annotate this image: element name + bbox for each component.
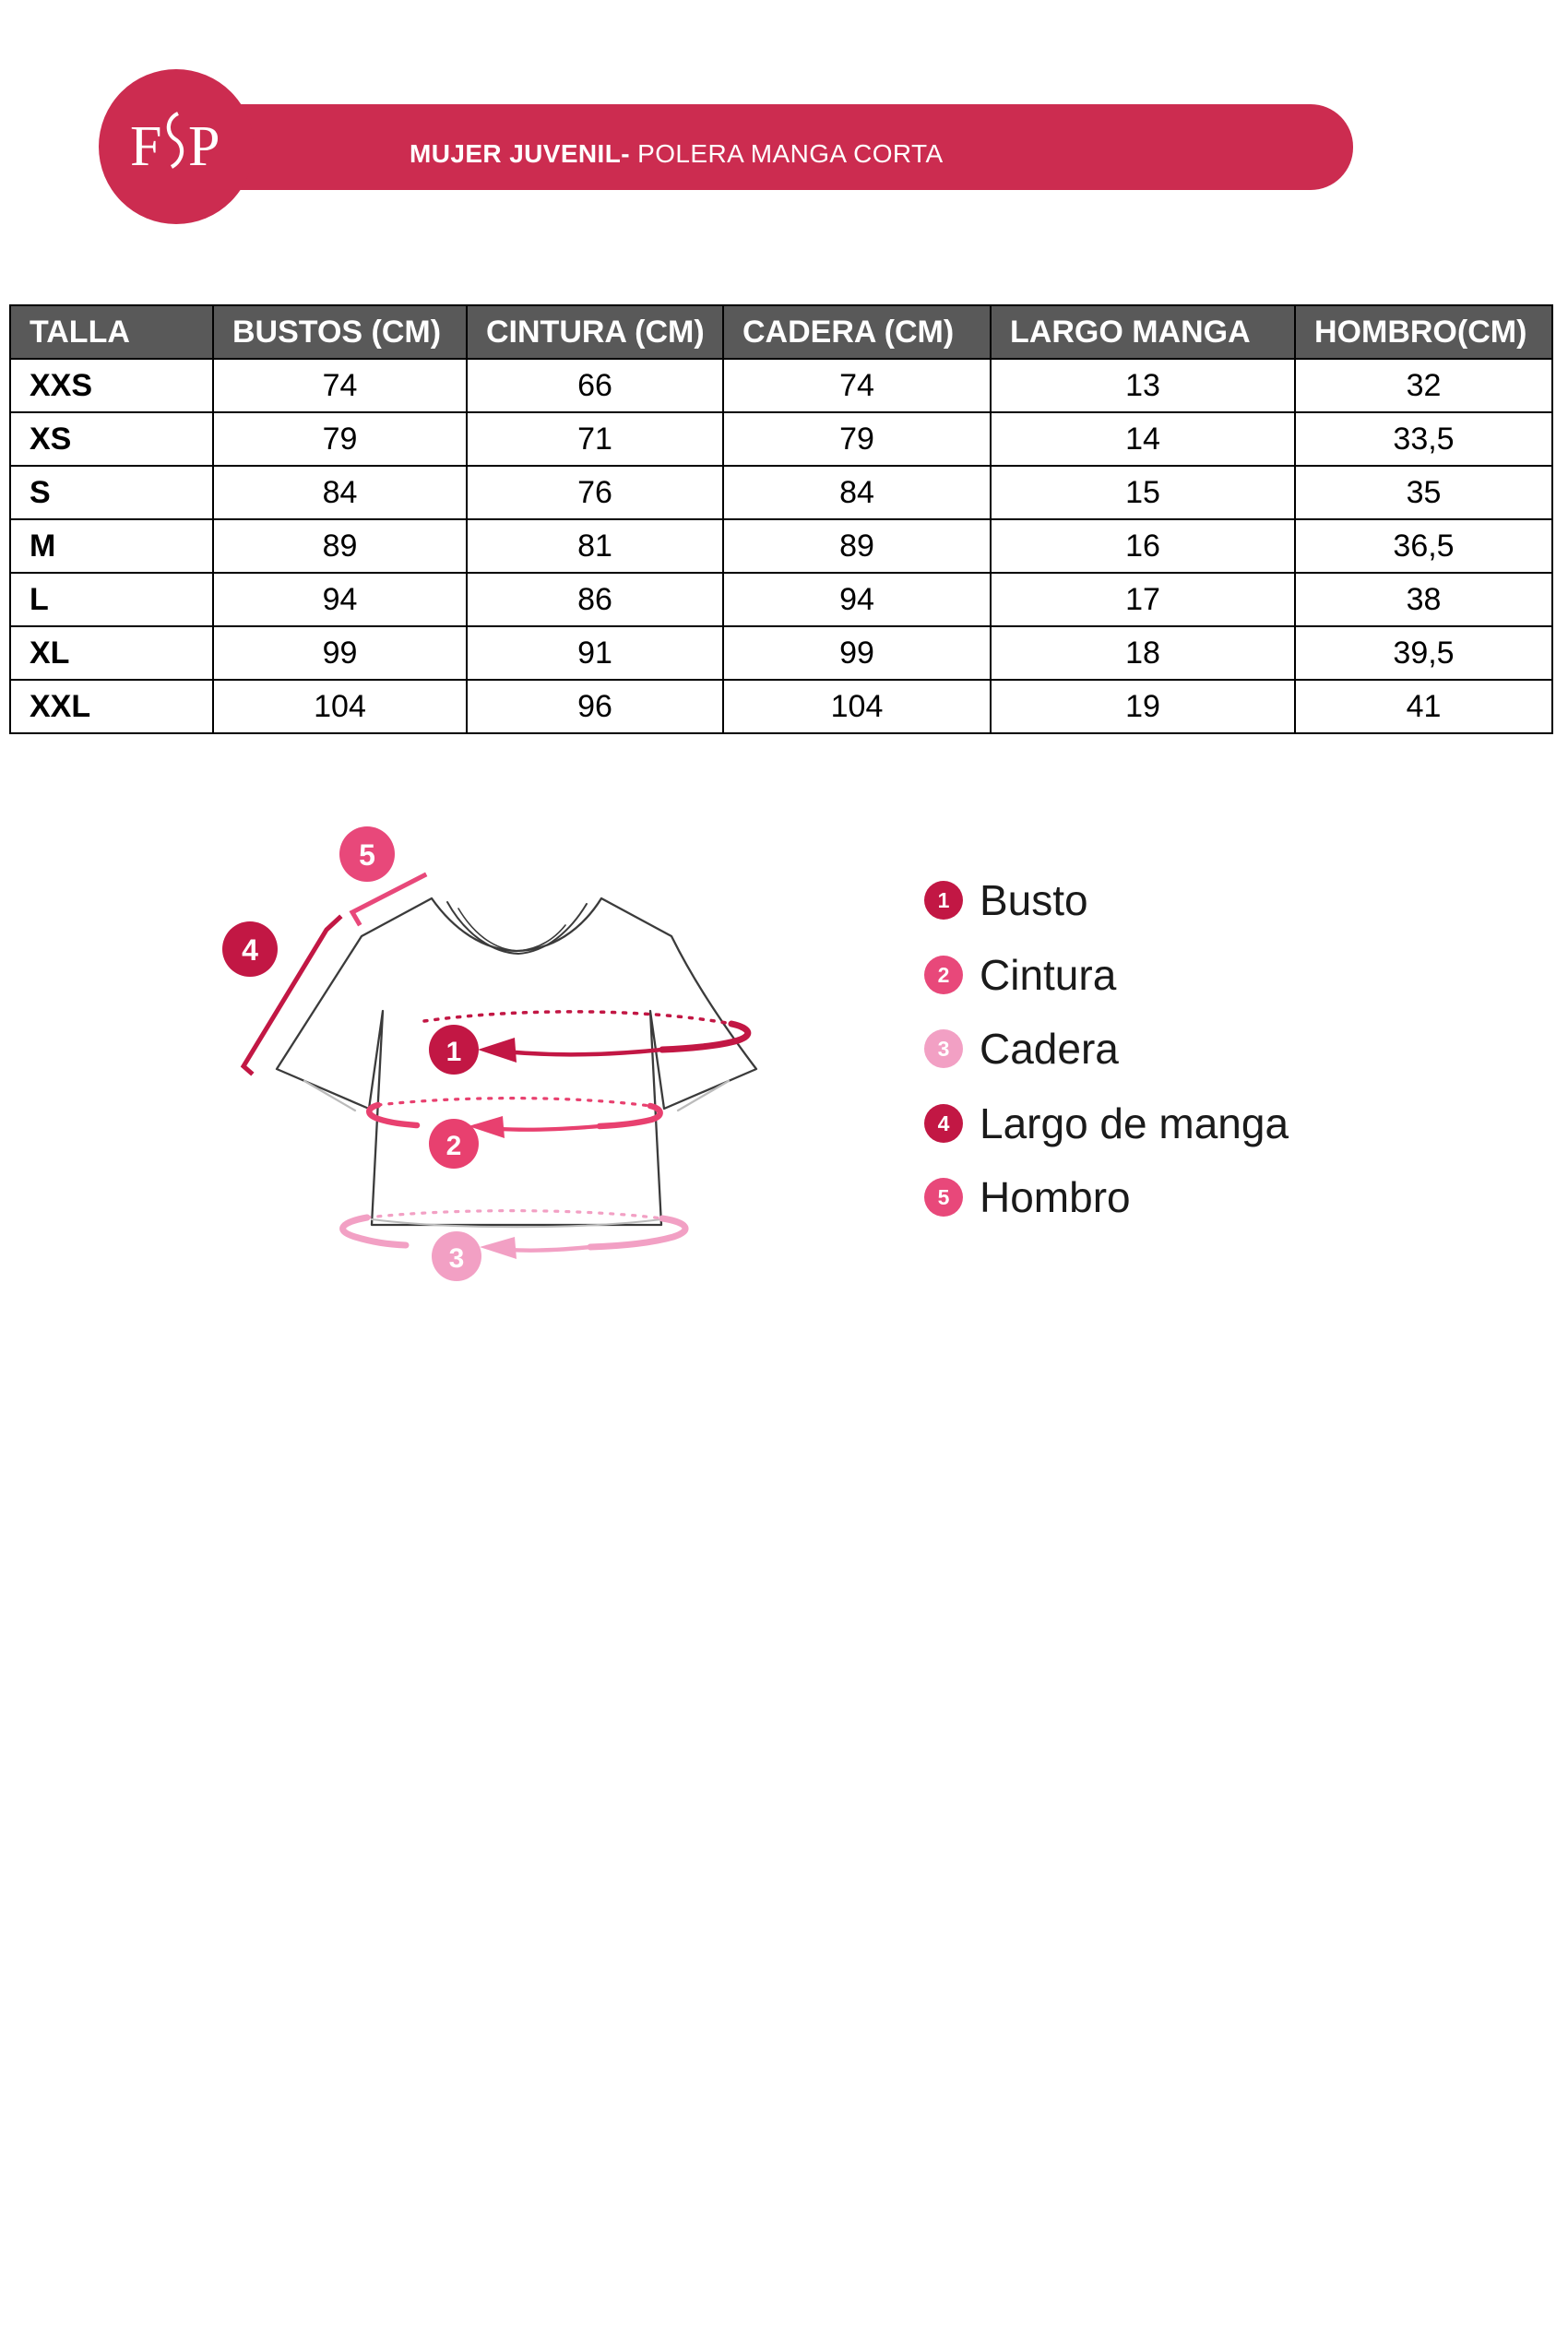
svg-text:Cintura: Cintura xyxy=(980,951,1117,999)
svg-text:Busto: Busto xyxy=(980,876,1088,924)
svg-text:4: 4 xyxy=(938,1111,950,1135)
svg-text:Hombro: Hombro xyxy=(980,1173,1131,1221)
svg-text:5: 5 xyxy=(359,838,375,872)
svg-text:5: 5 xyxy=(938,1185,950,1209)
svg-text:2: 2 xyxy=(446,1131,462,1161)
svg-text:3: 3 xyxy=(938,1037,950,1061)
svg-text:4: 4 xyxy=(242,933,258,967)
svg-text:Largo de manga: Largo de manga xyxy=(980,1099,1289,1147)
svg-text:2: 2 xyxy=(938,963,950,987)
svg-text:1: 1 xyxy=(446,1037,462,1067)
svg-text:3: 3 xyxy=(449,1243,465,1274)
svg-text:1: 1 xyxy=(938,888,950,912)
svg-text:Cadera: Cadera xyxy=(980,1025,1119,1073)
